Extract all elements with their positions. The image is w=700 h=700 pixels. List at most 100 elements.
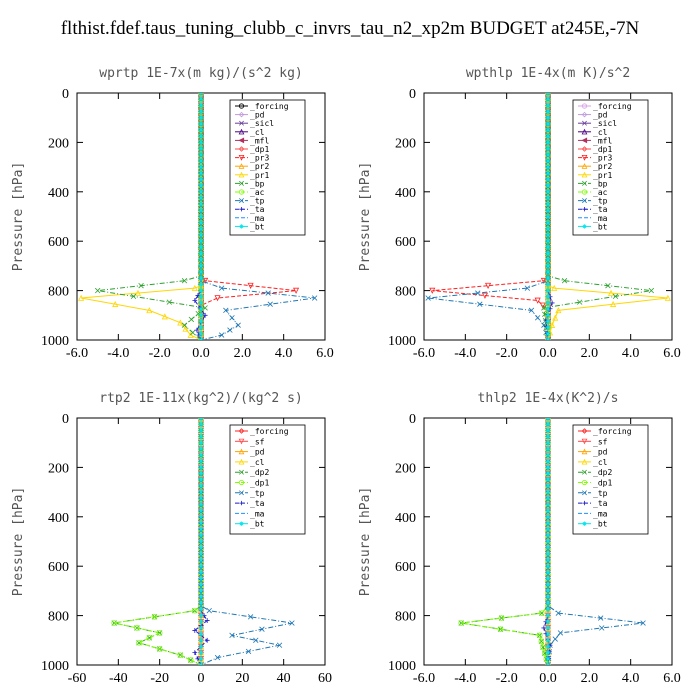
data-point bbox=[191, 284, 198, 291]
y-tick-label: 0 bbox=[62, 412, 69, 427]
legend-label: _pd bbox=[593, 111, 608, 120]
data-point bbox=[545, 588, 551, 594]
x-tick-label: 0.0 bbox=[192, 346, 210, 361]
data-point bbox=[198, 489, 204, 495]
data-point bbox=[229, 315, 235, 321]
data-point bbox=[545, 269, 551, 275]
legend-label: _pr1 bbox=[250, 171, 269, 180]
data-point bbox=[545, 446, 551, 452]
data-point bbox=[557, 630, 564, 636]
data-point bbox=[581, 163, 588, 169]
legend-label: _mfl bbox=[250, 136, 269, 145]
data-point bbox=[198, 477, 204, 483]
legend-label: _bt bbox=[250, 520, 265, 529]
data-point bbox=[198, 133, 204, 139]
data-point bbox=[545, 619, 551, 625]
data-point bbox=[581, 189, 588, 195]
data-point bbox=[187, 331, 194, 338]
data-point bbox=[582, 521, 587, 526]
series_bp bbox=[94, 93, 208, 340]
data-point bbox=[545, 434, 551, 439]
data-point bbox=[247, 614, 254, 620]
data-point bbox=[198, 644, 204, 649]
y-axis-label: Pressure [hPa] bbox=[358, 487, 373, 597]
legend-label: _cl bbox=[593, 128, 608, 137]
x-tick-label: -40 bbox=[109, 671, 128, 686]
data-point bbox=[545, 214, 551, 219]
data-point bbox=[187, 657, 194, 663]
legend-label: _bp bbox=[593, 179, 608, 188]
data-point bbox=[202, 312, 208, 318]
x-tick-label: -6.0 bbox=[413, 346, 435, 361]
legend-label: _pr3 bbox=[593, 154, 612, 163]
x-tick-label: 0.0 bbox=[539, 671, 557, 686]
data-point bbox=[198, 214, 204, 219]
data-point bbox=[138, 282, 144, 289]
data-point bbox=[238, 111, 245, 118]
legend-label: _tp bbox=[593, 489, 608, 498]
data-point bbox=[545, 195, 551, 201]
data-point bbox=[545, 495, 551, 501]
data-point bbox=[311, 295, 318, 301]
legend-label: _pr2 bbox=[593, 162, 612, 171]
legend-label: _dp1 bbox=[250, 145, 269, 154]
data-point bbox=[239, 521, 244, 526]
data-point bbox=[151, 614, 158, 620]
data-point bbox=[545, 600, 551, 606]
x-tick-label: 20 bbox=[235, 671, 249, 686]
data-point bbox=[581, 438, 588, 445]
data-point bbox=[581, 103, 588, 109]
y-tick-label: 600 bbox=[395, 560, 416, 575]
x-tick-label: 6.0 bbox=[663, 346, 681, 361]
x-tick-label: -2.0 bbox=[496, 346, 518, 361]
legend-label: _ta bbox=[593, 205, 608, 214]
x-tick-label: -4.0 bbox=[454, 346, 476, 361]
data-point bbox=[253, 637, 259, 643]
data-point bbox=[582, 224, 587, 229]
x-tick-label: 6.0 bbox=[316, 346, 334, 361]
data-point bbox=[581, 171, 588, 178]
data-point bbox=[545, 631, 551, 637]
data-point bbox=[582, 490, 587, 496]
data-point bbox=[582, 500, 587, 506]
data-point bbox=[598, 615, 604, 621]
data-point bbox=[545, 201, 551, 207]
data-point bbox=[545, 146, 551, 151]
data-point bbox=[534, 297, 541, 304]
data-point bbox=[198, 152, 204, 158]
series_dp2 bbox=[111, 418, 204, 665]
data-point bbox=[239, 224, 244, 229]
data-point bbox=[198, 551, 204, 557]
data-point bbox=[194, 327, 200, 333]
data-point bbox=[540, 644, 546, 651]
data-point bbox=[238, 171, 245, 178]
x-tick-label: 0.0 bbox=[539, 346, 557, 361]
data-point bbox=[545, 140, 551, 145]
data-point bbox=[134, 289, 142, 296]
data-point bbox=[545, 164, 551, 170]
data-point bbox=[198, 427, 204, 433]
data-point bbox=[161, 313, 168, 320]
legend-label: _dp1 bbox=[593, 145, 612, 154]
data-point bbox=[136, 639, 142, 646]
data-point bbox=[198, 421, 204, 427]
data-point bbox=[536, 632, 543, 639]
data-point bbox=[239, 469, 244, 475]
data-point bbox=[198, 220, 204, 226]
legend-box bbox=[572, 424, 649, 535]
data-point bbox=[605, 282, 611, 289]
data-point bbox=[198, 201, 204, 207]
x-tick-label: 2.0 bbox=[234, 346, 252, 361]
data-point bbox=[206, 607, 212, 614]
data-point bbox=[202, 277, 209, 285]
data-point bbox=[198, 288, 204, 293]
data-point bbox=[198, 625, 204, 631]
data-point bbox=[198, 539, 204, 544]
series_pr3 bbox=[429, 93, 552, 340]
data-point bbox=[198, 582, 204, 588]
data-point bbox=[198, 662, 204, 665]
plot-area bbox=[78, 93, 318, 340]
data-point bbox=[198, 195, 204, 201]
data-point bbox=[198, 576, 204, 581]
legend-label: _pd bbox=[250, 448, 265, 457]
